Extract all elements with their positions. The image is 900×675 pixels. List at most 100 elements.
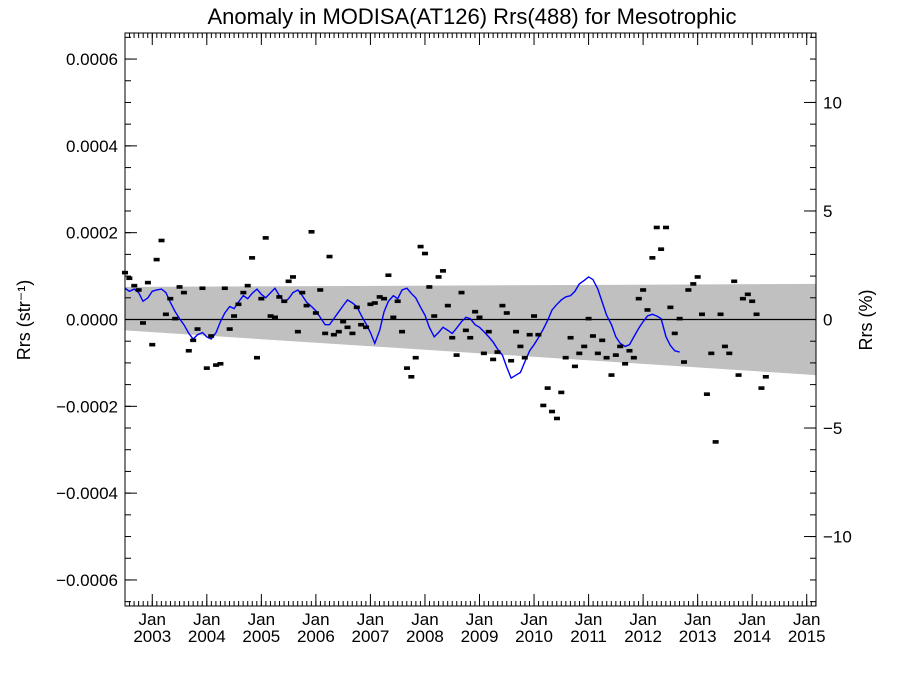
data-point — [180, 290, 187, 295]
data-point — [462, 328, 469, 333]
x-tick-year: 2010 — [515, 627, 553, 646]
data-point — [340, 319, 347, 324]
data-point — [285, 279, 292, 284]
data-point — [226, 327, 233, 331]
data-point — [158, 238, 165, 243]
y-axis-label-right: Rrs (%) — [856, 290, 876, 351]
y-tick-label: −0.0006 — [56, 571, 118, 590]
x-tick-month: Jan — [302, 610, 329, 629]
data-point — [390, 315, 397, 320]
y-tick-label: −0.0002 — [56, 397, 118, 416]
data-point — [581, 344, 588, 349]
data-point — [449, 335, 456, 340]
data-point — [685, 288, 692, 292]
data-point — [671, 331, 678, 336]
data-point — [172, 316, 179, 321]
data-point — [276, 295, 283, 299]
data-point — [335, 329, 342, 334]
x-tick-month: Jan — [193, 610, 220, 629]
data-point — [394, 299, 401, 304]
data-point — [208, 334, 215, 338]
data-point — [294, 329, 301, 334]
data-point — [149, 342, 156, 347]
y-axis-label-left: Rrs (str⁻¹) — [14, 280, 34, 360]
data-point — [731, 279, 738, 284]
data-point — [472, 309, 479, 314]
data-point — [663, 225, 670, 230]
data-point — [644, 308, 651, 312]
data-point — [744, 292, 751, 297]
x-tick-year: 2006 — [297, 627, 335, 646]
data-point — [476, 315, 483, 320]
data-point — [153, 257, 160, 262]
data-point — [185, 348, 192, 353]
data-point — [612, 353, 619, 357]
x-tick-month: Jan — [520, 610, 547, 629]
data-point — [594, 351, 601, 356]
x-tick-month: Jan — [793, 610, 820, 629]
data-point — [271, 315, 278, 320]
data-point — [758, 386, 765, 390]
data-point — [499, 303, 506, 308]
data-point — [726, 351, 733, 356]
data-point — [549, 409, 556, 414]
x-tick-month: Jan — [357, 610, 384, 629]
y-right-tick-label: 0 — [823, 311, 832, 330]
data-point — [322, 331, 329, 336]
x-tick-year: 2012 — [624, 627, 662, 646]
data-point — [608, 373, 615, 377]
x-axis: Jan2003Jan2004Jan2005Jan2006Jan2007Jan20… — [129, 33, 826, 646]
data-point — [439, 269, 446, 273]
data-point — [235, 302, 242, 307]
x-tick-year: 2009 — [461, 627, 499, 646]
data-point — [721, 344, 728, 349]
y-tick-label: −0.0004 — [56, 484, 118, 503]
data-point — [562, 355, 569, 360]
data-point — [244, 283, 251, 288]
data-point — [312, 311, 319, 315]
data-point — [526, 332, 533, 337]
y-right-tick-label: 10 — [823, 93, 842, 112]
data-point — [708, 351, 715, 356]
data-point — [167, 296, 174, 301]
data-point — [762, 375, 769, 379]
data-point — [617, 344, 624, 349]
data-point — [431, 314, 438, 318]
data-point — [281, 299, 288, 304]
data-point — [712, 440, 719, 444]
x-tick-month: Jan — [575, 610, 602, 629]
data-point — [589, 334, 596, 338]
data-point — [330, 332, 337, 337]
data-point — [371, 301, 378, 305]
data-point — [681, 360, 688, 364]
x-tick-month: Jan — [629, 610, 656, 629]
data-point — [503, 311, 510, 315]
data-point — [735, 373, 742, 377]
data-point — [694, 275, 701, 279]
data-point — [494, 350, 501, 354]
data-point — [444, 303, 451, 308]
data-point — [303, 303, 310, 308]
data-point — [676, 316, 683, 321]
data-point — [326, 254, 333, 259]
x-tick-month: Jan — [466, 610, 493, 629]
x-tick-year: 2015 — [788, 627, 826, 646]
data-point — [435, 275, 442, 279]
data-point — [162, 312, 169, 317]
data-point — [458, 290, 465, 295]
y-tick-label: 0.0002 — [66, 224, 118, 243]
data-point — [635, 296, 642, 301]
data-point — [576, 351, 583, 356]
data-point — [690, 282, 697, 286]
x-tick-year: 2014 — [733, 627, 771, 646]
data-point — [308, 230, 315, 234]
data-point — [531, 314, 538, 318]
data-point — [349, 331, 356, 336]
y-tick-label: 0.0000 — [66, 311, 118, 330]
data-point — [571, 364, 578, 369]
data-point — [403, 366, 410, 370]
y-right-tick-label: −5 — [823, 419, 842, 438]
data-point — [190, 338, 197, 343]
data-point — [517, 344, 524, 349]
